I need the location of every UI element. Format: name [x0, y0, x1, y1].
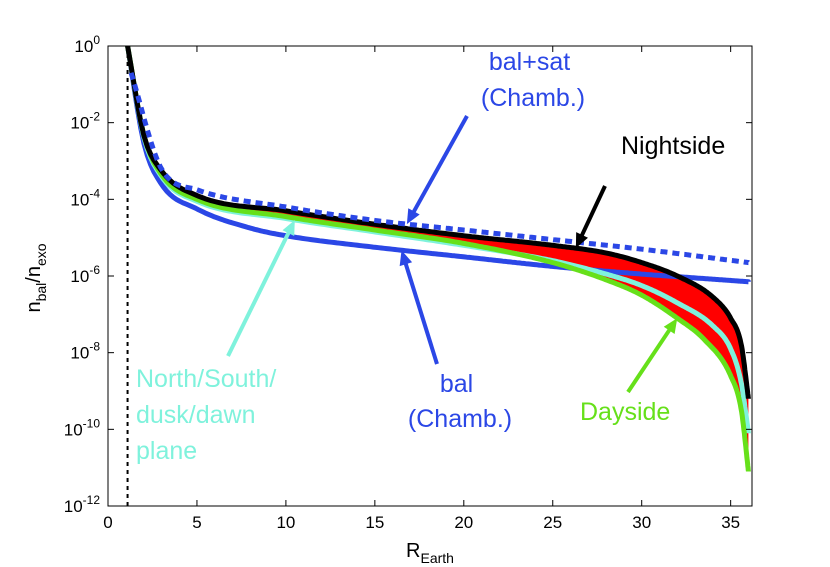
annotation-nightside: Nightside [621, 132, 725, 160]
y-tick-label: 10-8 [70, 340, 100, 363]
y-axis-label-sub2: exo [33, 243, 49, 266]
annotation-north-south-line2: dusk/dawn [136, 401, 256, 429]
y-axis-label-sub1: bal [33, 283, 49, 302]
arrow-head [663, 318, 678, 334]
annotation-bal-sat-line2: (Chamb.) [481, 84, 585, 112]
annotation-bal-sat-line1: bal+sat [489, 48, 570, 76]
annotation-north-south-line1: North/South/ [136, 365, 276, 393]
arrow-shaft [411, 115, 469, 214]
arrows-layer [226, 115, 678, 394]
arrow-head [406, 208, 420, 225]
x-tick-label: 0 [103, 513, 112, 532]
annotation-bal-sat: bal+sat (Chamb.) [481, 48, 585, 112]
series-line-nightside [125, 46, 751, 401]
x-tick-label: 30 [632, 513, 651, 532]
x-tick-label: 20 [454, 513, 473, 532]
ticks-layer: 0 5 10 15 20 25 30 35 100 10-2 10-4 10-6 10-8 10-10 10… [64, 33, 752, 532]
y-axis-label-n: n [23, 301, 45, 312]
annotation-bal: bal (Chamb.) [408, 370, 512, 433]
annotation-north-south-line3: plane [136, 437, 197, 465]
series-line-dayside [125, 46, 751, 474]
y-tick-label: 100 [74, 33, 100, 56]
y-axis-label: nbal/nexo [23, 243, 49, 312]
series-layer [125, 46, 751, 474]
arrow-head [575, 232, 588, 249]
y-tick-label: 10-4 [70, 186, 100, 209]
y-tick-label: 10-12 [64, 493, 101, 516]
x-tick-label: 5 [192, 513, 201, 532]
arrow-shaft [226, 230, 291, 357]
y-tick-label: 10-2 [70, 110, 100, 133]
annotation-north-south: North/South/ dusk/dawn plane [136, 365, 283, 465]
x-tick-label: 25 [543, 513, 562, 532]
annotation-nightside-line1: Nightside [621, 132, 725, 160]
x-tick-label: 10 [276, 513, 295, 532]
x-tick-label: 35 [721, 513, 740, 532]
annotation-dayside: Dayside [580, 398, 670, 426]
arrow-shaft [579, 185, 607, 238]
arrow-head [282, 219, 295, 236]
y-tick-label: 10-10 [64, 416, 101, 439]
band-layer [131, 66, 749, 472]
annotation-bal-line1: bal [440, 370, 473, 398]
series-line-bal-chamb [125, 46, 751, 285]
series-line-bal-sat-chamb [128, 72, 751, 266]
annotation-dayside-line1: Dayside [580, 398, 670, 426]
x-axis-label-main: R [406, 540, 420, 562]
y-tick-label: 10-6 [70, 263, 100, 286]
arrow-shaft [626, 327, 672, 394]
x-axis-label: REarth [406, 540, 454, 566]
annotation-bal-line2: (Chamb.) [408, 405, 512, 433]
y-axis-label-slash: /n [23, 266, 45, 283]
arrow-head [399, 250, 413, 267]
arrow-shaft [403, 261, 439, 365]
x-axis-label-sub: Earth [420, 550, 453, 566]
band-intermediate-planes [131, 66, 749, 472]
x-tick-label: 15 [365, 513, 384, 532]
